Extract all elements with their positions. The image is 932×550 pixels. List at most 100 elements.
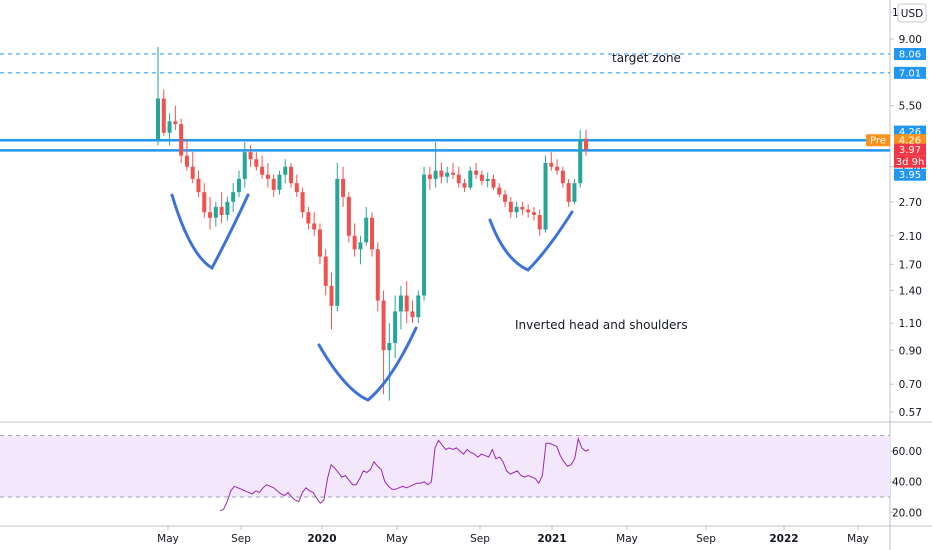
candle-body (526, 209, 531, 213)
left-shoulder-curve (170, 193, 250, 271)
candle-body (190, 166, 195, 179)
time-tick-label: Sep (231, 533, 251, 545)
rsi-axis[interactable]: 60.00 40.00 20.00 (890, 446, 922, 519)
candle-body (370, 217, 374, 250)
candle-body (156, 98, 160, 139)
candle-body (213, 206, 218, 218)
candle-body (283, 166, 288, 175)
candle-body (289, 166, 294, 184)
candle-body (236, 178, 241, 193)
rsi-tick-label: 40.00 (892, 477, 922, 489)
candle-body (364, 217, 369, 243)
candle-body (578, 138, 583, 184)
candle-body (560, 170, 565, 184)
candle-body (531, 212, 536, 215)
candle-body (161, 98, 166, 133)
candle-body (404, 295, 409, 312)
countdown-label: 3d 9h (896, 157, 925, 168)
candle-body (208, 212, 213, 218)
candle-body (393, 311, 398, 343)
candle-body (358, 242, 363, 250)
candle-body (167, 121, 172, 133)
candle-body (410, 311, 415, 318)
candle-body (375, 249, 380, 301)
candle-body (248, 152, 253, 160)
candle-body (398, 295, 403, 312)
price-tick-label: 1.40 (899, 286, 922, 298)
pre-market-label: Pre (870, 136, 886, 147)
time-tick-label: Sep (470, 533, 490, 545)
currency-button[interactable]: USD (897, 3, 927, 23)
candle-body (306, 212, 311, 224)
price-tick-label: 0.70 (899, 379, 922, 391)
candle-body (265, 174, 270, 179)
time-tick-label: Sep (696, 533, 716, 545)
price-tick-label: 2.10 (899, 231, 922, 243)
candle-body (341, 178, 346, 197)
price-tag (894, 48, 926, 61)
candle-body (514, 206, 519, 213)
countdown-tag (894, 155, 926, 168)
candle-body (202, 192, 207, 213)
candle-body (485, 178, 490, 181)
time-tick-label: 2021 (537, 533, 566, 545)
price-tick-label: 9.00 (899, 34, 922, 46)
candle-body (179, 124, 184, 156)
price-tick-label: 0.57 (899, 407, 922, 419)
candle-body (184, 155, 189, 167)
candle-body (242, 152, 247, 179)
candles-layer (156, 46, 588, 401)
candle-body (468, 170, 473, 188)
rsi-tick-label: 60.00 (892, 446, 922, 458)
candle-body (445, 172, 450, 177)
candle-body (543, 162, 548, 230)
candle-body (312, 223, 317, 230)
currency-label: USD (901, 8, 923, 20)
price-tag-label: 4.26 (899, 136, 921, 147)
price-tag-label: 7.01 (899, 68, 921, 79)
candle-body (491, 178, 496, 188)
candle-body (508, 201, 513, 213)
levels-layer (0, 53, 890, 152)
candle-body (346, 196, 351, 236)
price-tag-label: 4.26 (899, 127, 921, 138)
time-tick-label: May (616, 533, 638, 545)
candle-body (254, 159, 259, 167)
candle-body (479, 174, 484, 181)
candle-body (335, 178, 340, 306)
rsi-tick-label: 20.00 (892, 507, 922, 519)
candle-body (231, 192, 236, 202)
rsi-line (219, 436, 590, 512)
pre-market-tag (866, 134, 890, 147)
candle-body (503, 194, 508, 202)
candle-body (462, 183, 467, 188)
right-shoulder-curve (488, 210, 574, 272)
candle-body (219, 206, 224, 215)
candle-body (566, 183, 571, 202)
candle-body (422, 174, 427, 296)
price-tag-label: 3.95 (899, 170, 921, 181)
candle-body (323, 256, 328, 286)
candle-body (427, 174, 432, 179)
candle-body (572, 183, 577, 202)
price-tag (894, 125, 926, 138)
candle-body (584, 138, 588, 150)
candle-body (433, 170, 438, 179)
candle-body (225, 201, 230, 215)
price-tag-label: 3.97 (899, 145, 921, 156)
time-tick-label: May (847, 533, 869, 545)
head-curve (317, 326, 418, 402)
candle-body (549, 162, 554, 167)
candle-body (456, 174, 461, 184)
price-tick-label: 5.50 (899, 101, 922, 113)
price-tick-label: 2.70 (899, 197, 922, 209)
candle-body (317, 229, 322, 257)
candle-body (537, 214, 542, 230)
candle-body (439, 170, 444, 177)
time-axis[interactable]: May Sep 2020 May Sep 2021 May Sep 2022 May (157, 526, 869, 545)
pattern-label: Inverted head and shoulders (515, 318, 688, 332)
price-tick-label: 1.10 (899, 318, 922, 330)
price-tag-label: 8.06 (899, 50, 921, 61)
